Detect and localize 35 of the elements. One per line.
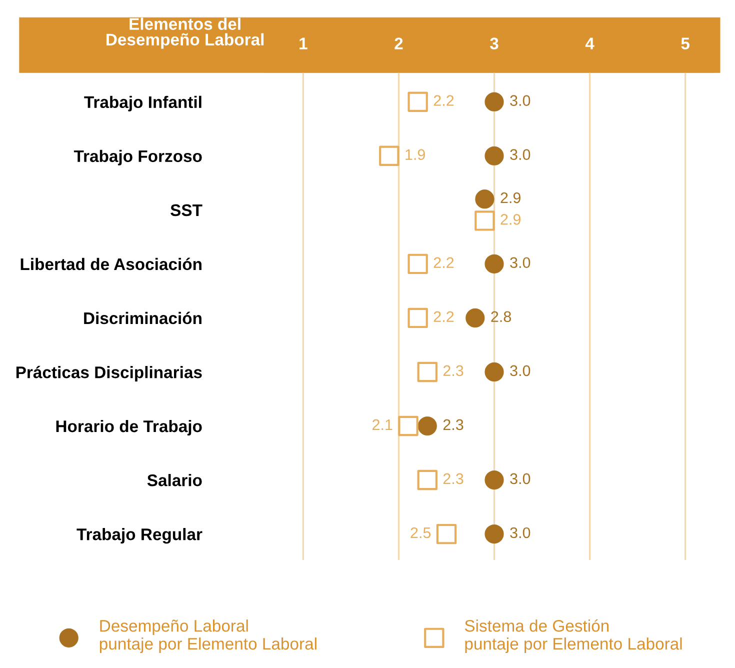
y-tick-label: Discriminación (84, 312, 202, 324)
x-tick-label: 4 (585, 38, 594, 50)
data-label: 3.0 (510, 473, 530, 484)
legend-label: Desempeño Laboral puntaje por Elemento Laboral (100, 620, 316, 653)
x-tick-label: 2 (394, 38, 403, 50)
y-tick-label: SST (170, 204, 202, 216)
data-label: 2.2 (434, 257, 454, 268)
y-tick-label: Horario de Trabajo (56, 420, 202, 436)
x-tick-label: 3 (490, 38, 498, 50)
x-tick-label: 5 (681, 38, 690, 50)
legend-label: Sistema de Gestión puntaje por Elemento Laboral (464, 619, 682, 653)
data-label: 3.0 (510, 527, 530, 538)
data-label: 2.9 (500, 192, 520, 204)
data-label: 3.0 (510, 95, 530, 106)
data-label: 2.8 (491, 311, 511, 322)
y-tick-label: Trabajo Infantil (84, 96, 202, 112)
x-tick-label: 1 (300, 38, 308, 50)
y-tick-label: Salario (147, 474, 202, 486)
y-tick-label: Prácticas Disciplinarias (16, 366, 202, 382)
data-label: 2.2 (434, 95, 454, 106)
y-tick-label: Trabajo Forzoso (74, 150, 202, 166)
data-label: 2.2 (434, 311, 454, 322)
y-tick-label: Libertad de Asociación (20, 258, 202, 270)
data-label: 3.0 (510, 149, 530, 160)
data-label: 2.3 (443, 473, 464, 484)
data-label: 2.5 (410, 527, 431, 538)
data-label: 1.9 (406, 149, 425, 160)
y-tick-label: Trabajo Regular (76, 528, 202, 544)
data-label: 3.0 (510, 365, 530, 376)
data-label: 3.0 (510, 257, 530, 268)
data-label: 2.9 (500, 214, 520, 225)
x-axis-title: Elementos del Desempeño Laboral (106, 18, 264, 49)
data-label: 2.3 (443, 419, 464, 430)
data-label: 2.1 (372, 419, 392, 430)
data-label: 2.3 (443, 365, 464, 376)
